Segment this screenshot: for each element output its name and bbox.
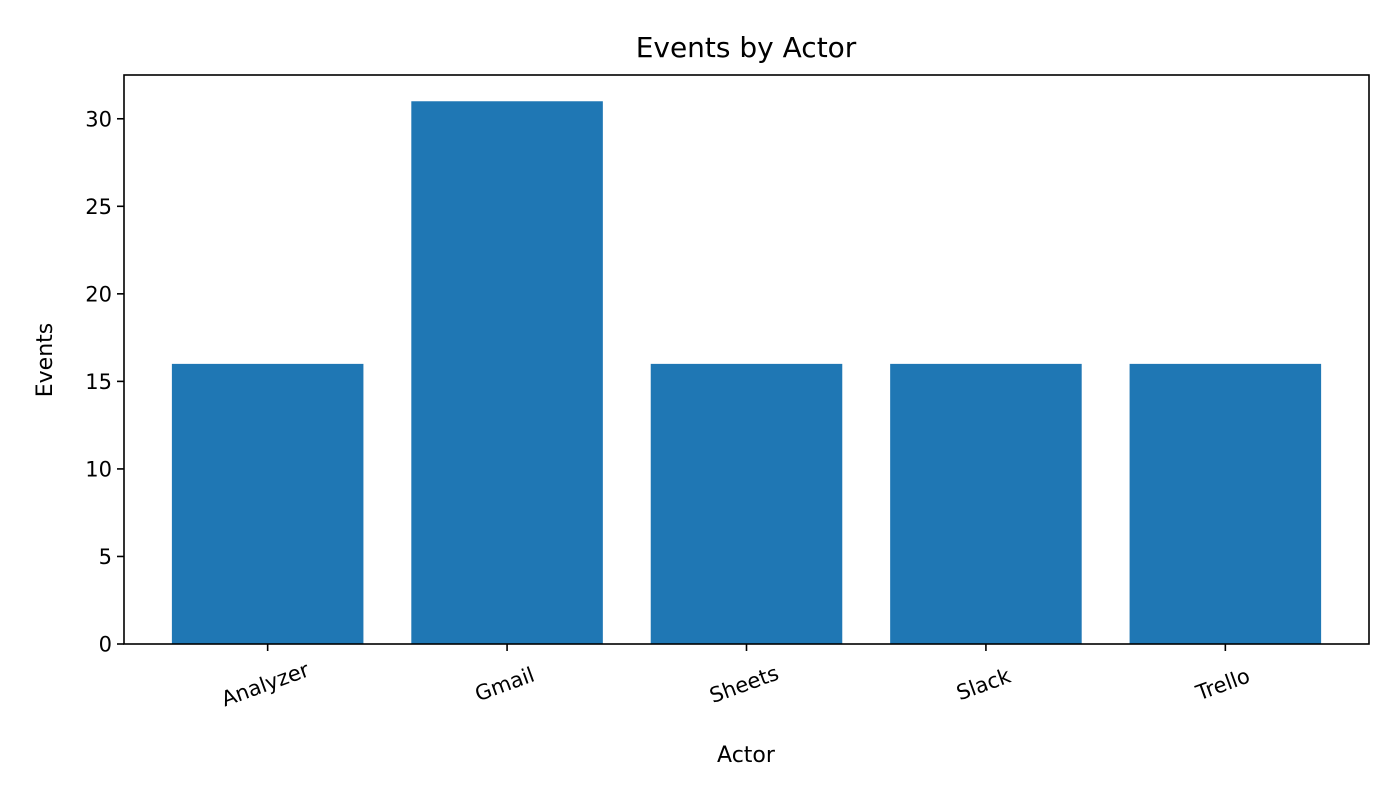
y-tick-label: 10 — [85, 457, 112, 481]
y-axis-ticks: 0 5 10 15 20 25 30 — [85, 107, 124, 657]
bar-analyzer — [171, 363, 364, 644]
y-tick-label: 0 — [99, 633, 112, 657]
bar-slack — [890, 363, 1082, 644]
y-axis-label: Events — [33, 323, 58, 398]
y-tick-label: 15 — [85, 370, 112, 394]
y-tick-label: 5 — [99, 545, 112, 569]
chart-title: Events by Actor — [636, 31, 857, 64]
x-axis-label: Actor — [717, 743, 776, 768]
bar-gmail — [411, 101, 603, 644]
bar-sheets — [650, 363, 843, 644]
plot-frame — [123, 74, 1370, 645]
y-tick-label: 30 — [85, 107, 112, 131]
y-tick-label: 20 — [85, 282, 112, 306]
y-tick-label: 25 — [85, 195, 112, 219]
bars-group — [171, 101, 1322, 644]
bar-trello — [1129, 363, 1322, 644]
